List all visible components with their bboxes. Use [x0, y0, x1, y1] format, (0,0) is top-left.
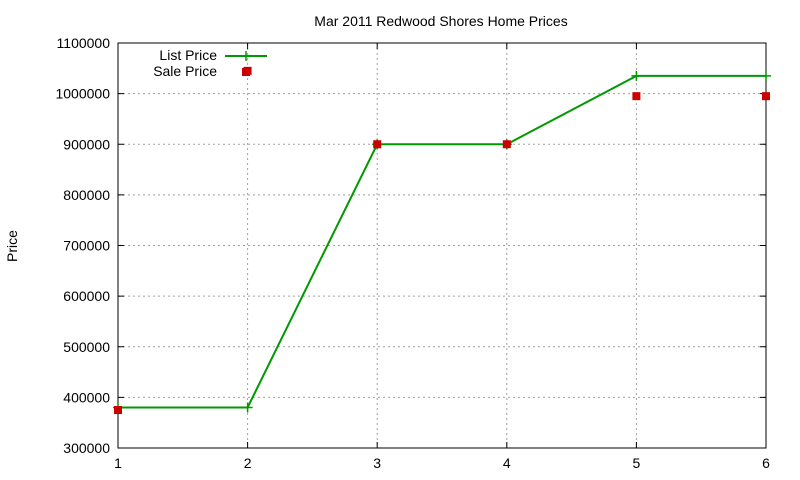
sale-price-point — [114, 406, 122, 415]
list-price-point — [761, 70, 771, 81]
y-axis-label: Price — [4, 230, 20, 262]
y-tick-label: 500000 — [63, 339, 110, 355]
y-tick-label: 300000 — [63, 440, 110, 456]
y-tick-label: 1000000 — [55, 86, 110, 102]
y-tick-label: 1100000 — [57, 35, 111, 51]
axis-ticks — [117, 42, 767, 449]
legend-marker-list-price — [241, 51, 251, 61]
sale-price-point — [762, 92, 770, 101]
series — [113, 66, 771, 415]
sale-price-point — [502, 140, 511, 149]
y-tick-label: 800000 — [63, 187, 110, 203]
tick-labels: 300000 400000 500000 600000 700000 800000 9000… — [55, 35, 770, 471]
x-tick-label: 5 — [633, 455, 641, 471]
y-tick-label: 700000 — [63, 238, 110, 254]
y-tick-label: 600000 — [63, 288, 110, 304]
sale-price-point — [373, 140, 382, 149]
grid — [118, 43, 766, 448]
x-tick-label: 2 — [244, 455, 252, 471]
chart-title: Mar 2011 Redwood Shores Home Prices — [314, 13, 567, 29]
series-line-list-price — [118, 74, 766, 409]
y-tick-label: 400000 — [63, 389, 110, 405]
legend-label-list-price: List Price — [159, 47, 217, 63]
x-tick-label: 1 — [114, 455, 122, 471]
legend-label-sale-price: Sale Price — [153, 63, 217, 79]
list-price-point — [242, 402, 253, 413]
legend: List Price Sale Price — [153, 47, 267, 79]
x-tick-label: 6 — [762, 455, 770, 471]
list-price-point — [631, 70, 642, 81]
y-tick-label: 900000 — [63, 136, 110, 152]
sale-price-point — [632, 92, 641, 101]
x-tick-label: 3 — [373, 455, 381, 471]
legend-marker-sale-price — [242, 68, 250, 76]
x-tick-label: 4 — [503, 455, 511, 471]
